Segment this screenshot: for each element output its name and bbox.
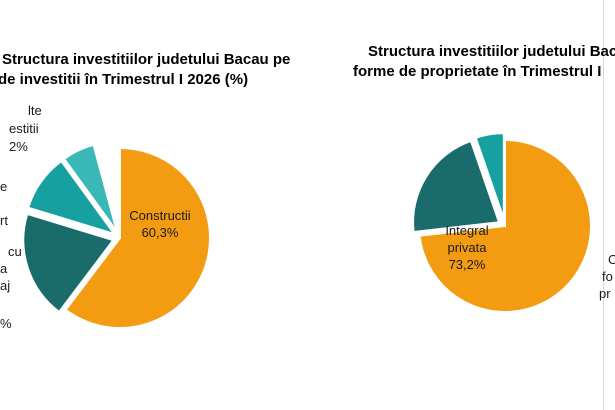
- chart-1-slice-1: [412, 139, 501, 234]
- left-label-alte-line-2: estitii: [9, 121, 39, 136]
- left-chart-title-line-2: de investitii în Trimestrul I 2026 (%): [0, 71, 249, 88]
- left-label-pct: %: [0, 316, 12, 331]
- right-slice-label-integral-line-1: Integral: [445, 223, 489, 238]
- chart-0-slice-0: [64, 146, 211, 329]
- left-label-e: e: [0, 179, 8, 194]
- right-slice-value-integral: 73,2%: [448, 257, 486, 272]
- left-label-aj: aj: [0, 278, 11, 293]
- chart-1-slice-0: [418, 138, 592, 313]
- left-label-a: a: [0, 261, 8, 276]
- chart-1-slice-2: [474, 132, 505, 220]
- right-chart-title-line-1: Structura investitiilor judetului Bac: [368, 43, 615, 60]
- right-label-pr: pr: [599, 286, 611, 301]
- left-slice-label-constructii: Constructii: [129, 208, 191, 223]
- left-label-alte-line-1: lte: [28, 103, 42, 118]
- chart-0-slice-2: [26, 159, 117, 236]
- chart-0-slice-4: [95, 146, 121, 239]
- right-chart-title-line-2: forme de proprietate în Trimestrul I: [353, 63, 602, 80]
- left-label-cu: cu: [8, 244, 22, 259]
- left-label-rt: rt: [0, 213, 8, 228]
- left-slice-value-constructii: 60,3%: [141, 225, 179, 240]
- right-label-c: C: [608, 252, 615, 267]
- left-chart-title-line-1: Structura investitiilor judetului Bacau …: [2, 51, 291, 68]
- right-label-fo: fo: [602, 269, 613, 284]
- chart-0-slice-3: [62, 143, 118, 233]
- chart-0-slice-1: [22, 212, 116, 314]
- right-slice-label-integral-line-2: privata: [447, 240, 487, 255]
- left-label-alte-line-3: 2%: [9, 139, 28, 154]
- panel-divider: [603, 0, 604, 410]
